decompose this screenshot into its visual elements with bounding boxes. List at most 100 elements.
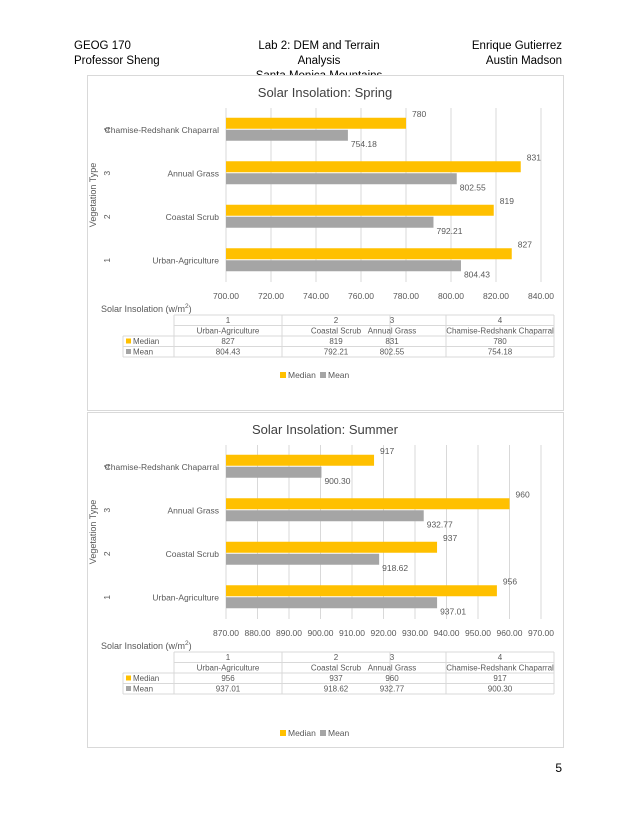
spring-mean-bar [226,216,434,228]
summer-table-cell: 956 [221,674,235,683]
spring-legend-mean-swatch [320,372,326,378]
summer-median-label: 956 [503,576,517,586]
summer-median-bar [226,498,510,510]
summer-table-category-name: Annual Grass [368,664,416,673]
summer-x-tick-label: 960.00 [497,628,523,638]
summer-x-axis-title-main: Solar Insolation (w/m [101,641,185,651]
spring-table-category-name: Chamise-Redshank Chaparral [446,327,554,336]
spring-table-legend-key [126,338,131,344]
summer-chart: Solar Insolation: Summer 870.00 880.00 890.… [87,412,564,748]
spring-table-series-name: Mean [133,348,153,357]
summer-x-tick-label: 950.00 [465,628,491,638]
summer-x-tick-label: 890.00 [276,628,302,638]
spring-legend-mean-label: Mean [328,370,350,380]
summer-table-category-number: 4 [498,653,503,662]
spring-table-cell: 819 [329,337,343,346]
summer-legend-median-swatch [280,730,286,736]
spring-table-category-name: Coastal Scrub [311,327,362,336]
spring-table-category-number: 1 [226,316,231,325]
header-left: GEOG 170 Professor Sheng [74,39,160,69]
spring-mean-bar [226,260,461,272]
author-1: Enrique Gutierrez [471,40,562,52]
summer-legend-mean-label: Mean [328,728,350,738]
summer-legend-median-label: Median [288,728,316,738]
spring-category-label: Chamise-Redshank Chaparral [105,125,219,135]
summer-chart-svg: Solar Insolation: Summer 870.00 880.00 890.… [88,422,555,738]
spring-x-tick-label: 840.00 [528,291,554,301]
spring-x-tick-label: 820.00 [483,291,509,301]
summer-x-axis-title: Solar Insolation (w/m2) [101,640,192,651]
spring-median-bar [226,117,406,129]
summer-table-category-name: Coastal Scrub [311,664,362,673]
summer-table-legend-key [126,686,131,691]
summer-median-label: 960 [516,489,530,499]
summer-x-tick-label: 880.00 [245,628,271,638]
spring-legend-median-swatch [280,372,286,378]
summer-table-cell: 932.77 [380,685,405,694]
spring-median-bar [226,248,512,260]
spring-legend-median-label: Median [288,370,316,380]
header-right: Enrique Gutierrez Austin Madson [472,39,562,69]
summer-table-series-name: Mean [133,685,153,694]
spring-x-axis-title-close: ) [189,304,192,314]
spring-median-label: 827 [518,239,532,249]
summer-median-bar [226,454,375,466]
summer-category-number: 2 [102,551,112,556]
summer-x-tick-label: 970.00 [528,628,554,638]
summer-table-cell: 960 [385,674,399,683]
summer-table-category-number: 1 [226,653,231,662]
summer-table-cell: 917 [493,674,507,683]
spring-x-axis-title-sup: 2 [185,303,189,310]
spring-category-label: Coastal Scrub [166,212,220,222]
summer-median-bar [226,585,497,597]
spring-x-tick-label: 760.00 [348,291,374,301]
summer-x-tick-label: 870.00 [213,628,239,638]
spring-x-tick-label: 740.00 [303,291,329,301]
spring-x-axis-title: Solar Insolation (w/m2) [101,303,192,314]
summer-category-number: 1 [102,595,112,600]
page-number: 5 [555,761,562,775]
summer-mean-bar [226,553,380,565]
summer-table-category-name: Chamise-Redshank Chaparral [446,664,554,673]
spring-table-series-name: Median [133,337,159,346]
spring-x-tick-label: 800.00 [438,291,464,301]
spring-table-legend-key [126,349,131,354]
summer-x-tick-label: 940.00 [434,628,460,638]
summer-y-axis-title: Vegetation Type [88,500,98,564]
summer-mean-label: 937.01 [440,606,466,616]
summer-category-label: Urban-Agriculture [152,592,219,602]
summer-x-axis-title-sup: 2 [185,640,189,647]
spring-chart-title: Solar Insolation: Spring [258,85,392,100]
spring-category-label: Annual Grass [168,168,220,178]
spring-mean-bar [226,173,457,185]
summer-median-label: 937 [443,533,457,543]
spring-category-label: Urban-Agriculture [152,255,219,265]
spring-table-cell: 831 [385,337,399,346]
summer-category-label: Chamise-Redshank Chaparral [105,462,219,472]
spring-median-label: 819 [500,196,514,206]
spring-x-axis-title-main: Solar Insolation (w/m [101,304,185,314]
spring-category-number: 1 [102,258,112,263]
summer-category-number: 3 [102,508,112,513]
summer-table-cell: 900.30 [488,685,513,694]
lab-title: Lab 2: DEM and Terrain Analysis [258,40,380,67]
spring-chart: Solar Insolation: Spring 700.00 720.00 740.… [87,75,564,411]
summer-table-category-number: 2 [334,653,339,662]
spring-x-tick-label: 700.00 [213,291,239,301]
spring-median-bar [226,161,521,173]
summer-table-cell: 918.62 [324,685,349,694]
spring-mean-label: 804.43 [464,269,490,279]
spring-median-bar [226,204,494,216]
summer-category-label: Coastal Scrub [166,549,220,559]
spring-table-cell: 827 [221,337,235,346]
spring-mean-label: 802.55 [460,182,486,192]
spring-median-label: 831 [527,152,541,162]
summer-table-category-number: 3 [390,653,395,662]
spring-mean-label: 754.18 [351,139,377,149]
summer-median-label: 917 [380,446,394,456]
spring-table-cell: 804.43 [216,348,241,357]
summer-table-cell: 937.01 [216,685,241,694]
spring-median-label: 780 [412,109,426,119]
spring-x-tick-label: 720.00 [258,291,284,301]
summer-median-bar [226,541,438,553]
